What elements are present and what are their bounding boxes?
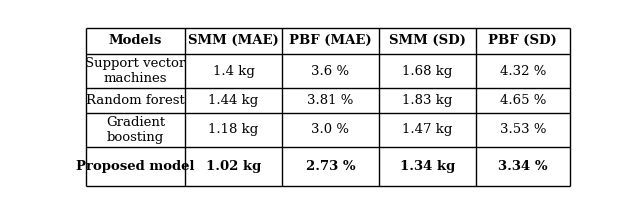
Text: 1.4 kg: 1.4 kg [212,64,255,78]
Text: 2.73 %: 2.73 % [306,160,355,173]
Text: 3.34 %: 3.34 % [498,160,548,173]
Text: 3.6 %: 3.6 % [311,64,349,78]
Text: Proposed model: Proposed model [76,160,195,173]
Text: 4.65 %: 4.65 % [500,94,546,107]
Text: 1.44 kg: 1.44 kg [209,94,259,107]
Text: 4.32 %: 4.32 % [500,64,546,78]
Text: 3.0 %: 3.0 % [312,123,349,136]
Text: Gradient
boosting: Gradient boosting [106,116,165,144]
Text: 1.83 kg: 1.83 kg [402,94,452,107]
Text: 3.81 %: 3.81 % [307,94,354,107]
Text: 1.02 kg: 1.02 kg [206,160,261,173]
Text: 1.34 kg: 1.34 kg [399,160,455,173]
Text: Random forest: Random forest [86,94,185,107]
Text: Models: Models [109,35,163,47]
Text: SMM (SD): SMM (SD) [389,35,466,47]
Text: Support vector
machines: Support vector machines [86,57,186,85]
Text: PBF (SD): PBF (SD) [488,35,557,47]
Text: 1.18 kg: 1.18 kg [209,123,259,136]
Text: SMM (MAE): SMM (MAE) [188,35,279,47]
Text: PBF (MAE): PBF (MAE) [289,35,372,47]
Text: 1.47 kg: 1.47 kg [402,123,452,136]
Text: 3.53 %: 3.53 % [500,123,546,136]
Text: 1.68 kg: 1.68 kg [402,64,452,78]
